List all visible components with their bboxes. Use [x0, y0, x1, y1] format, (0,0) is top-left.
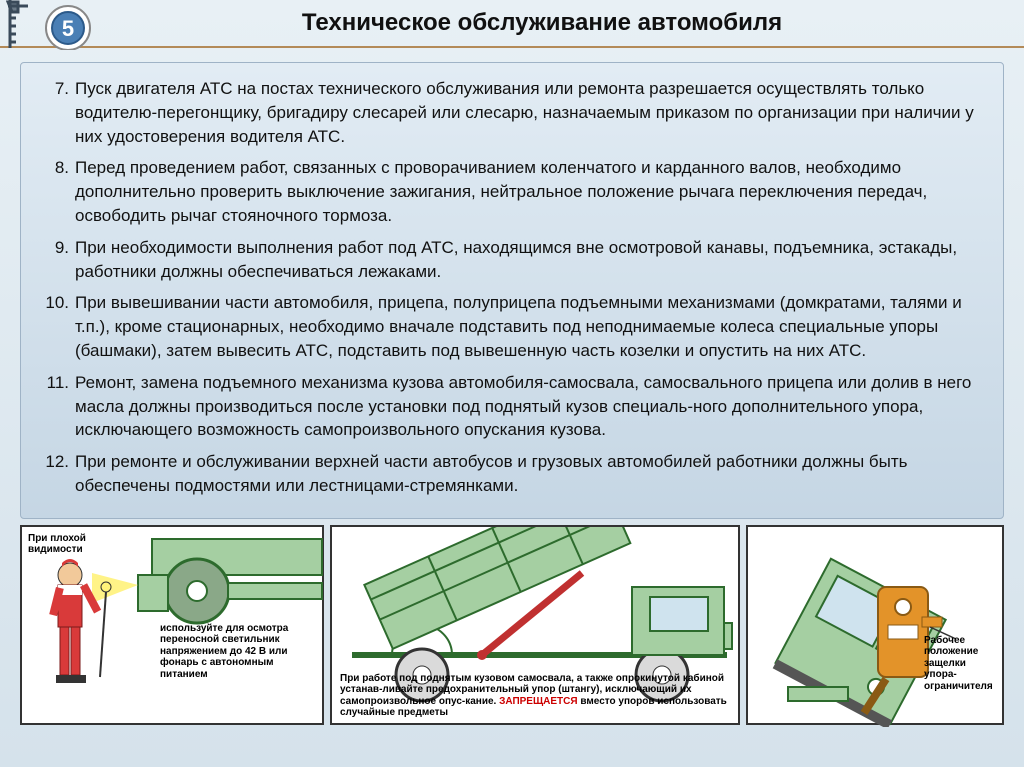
- page-title: Техническое обслуживание автомобиля: [0, 9, 1024, 37]
- rule-number: 7.: [39, 77, 69, 101]
- illus1-caption: используйте для осмотра переносной свети…: [160, 623, 320, 681]
- rule-item: 8.Перед проведением работ, связанных с п…: [39, 156, 985, 227]
- rule-text: Перед проведением работ, связанных с про…: [75, 158, 927, 225]
- caliper-badge-icon: 5: [6, 0, 98, 50]
- rule-text: При ремонте и обслуживании верхней части…: [75, 452, 908, 495]
- rule-item: 12.При ремонте и обслуживании верхней ча…: [39, 450, 985, 498]
- rule-number: 12.: [39, 450, 69, 474]
- illustration-visibility: При плохой видимости используйте для осм…: [20, 525, 324, 725]
- illus1-top-label: При плохой видимости: [28, 533, 118, 556]
- rule-item: 7.Пуск двигателя АТС на постах техническ…: [39, 77, 985, 148]
- badge-number: 5: [62, 16, 74, 41]
- rule-item: 10.При вывешивании части автомобиля, при…: [39, 291, 985, 362]
- rule-item: 9.При необходимости выполнения работ под…: [39, 236, 985, 284]
- illustration-cab-latch-svg: [748, 527, 1006, 727]
- rule-number: 8.: [39, 156, 69, 180]
- rules-panel: 7.Пуск двигателя АТС на постах техническ…: [20, 62, 1004, 519]
- rule-text: При необходимости выполнения работ под А…: [75, 238, 957, 281]
- rule-item: 11.Ремонт, замена подъемного механизма к…: [39, 371, 985, 442]
- illustration-row: При плохой видимости используйте для осм…: [20, 525, 1004, 725]
- rule-text: Пуск двигателя АТС на постах техническог…: [75, 79, 974, 146]
- rule-number: 10.: [39, 291, 69, 315]
- rule-number: 9.: [39, 236, 69, 260]
- illustration-cab-latch: Рабочее положение защелки упора-ограничи…: [746, 525, 1004, 725]
- illus2-forbidden-label: ЗАПРЕЩАЕТСЯ: [499, 696, 577, 707]
- rule-number: 11.: [39, 371, 69, 395]
- illus3-caption: Рабочее положение защелки упора-ограничи…: [924, 635, 996, 693]
- illus2-caption: При работе под поднятым кузовом самосвал…: [340, 673, 730, 719]
- rule-text: Ремонт, замена подъемного механизма кузо…: [75, 373, 971, 440]
- rule-text: При вывешивании части автомобиля, прицеп…: [75, 293, 962, 360]
- header: 5 Техническое обслуживание автомобиля: [0, 0, 1024, 48]
- illustration-dump-truck: При работе под поднятым кузовом самосвал…: [330, 525, 740, 725]
